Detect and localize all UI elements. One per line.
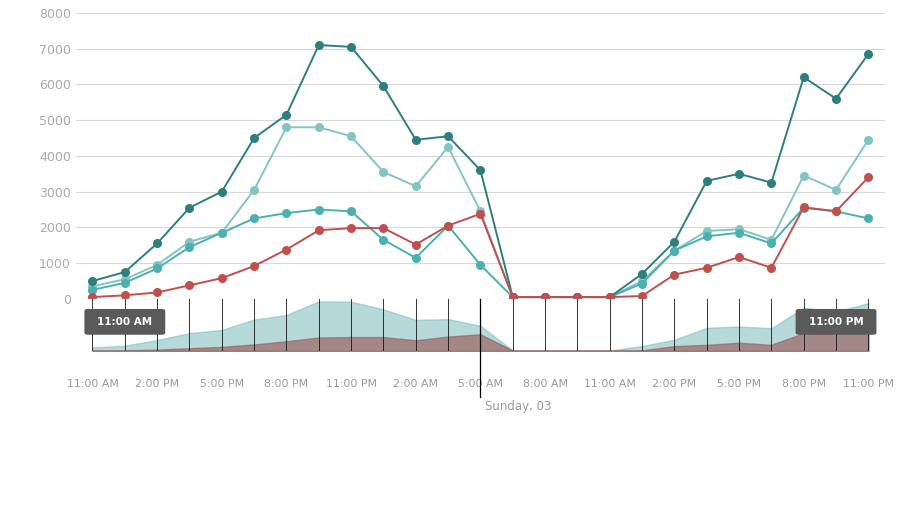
Text: 11:00 AM: 11:00 AM xyxy=(584,379,636,389)
Text: 11:00 AM: 11:00 AM xyxy=(97,317,153,327)
Text: 11:00 PM: 11:00 PM xyxy=(326,379,376,389)
Text: 11:00 AM: 11:00 AM xyxy=(66,379,119,389)
Text: 5:00 AM: 5:00 AM xyxy=(458,379,503,389)
Text: 2:00 PM: 2:00 PM xyxy=(135,379,180,389)
Text: 8:00 AM: 8:00 AM xyxy=(523,379,568,389)
Text: 8:00 PM: 8:00 PM xyxy=(781,379,826,389)
Legend: Total Visitors, Passing Visitors, Engaged Visitors, Returned Visitors: Total Visitors, Passing Visitors, Engage… xyxy=(225,321,735,338)
Text: 2:00 AM: 2:00 AM xyxy=(393,379,438,389)
Text: 2:00 PM: 2:00 PM xyxy=(652,379,697,389)
Text: 5:00 PM: 5:00 PM xyxy=(199,379,244,389)
Text: 11:00 PM: 11:00 PM xyxy=(843,379,894,389)
Text: 11:00 PM: 11:00 PM xyxy=(809,317,863,327)
Text: Sunday, 03: Sunday, 03 xyxy=(485,400,551,413)
Text: 8:00 PM: 8:00 PM xyxy=(264,379,309,389)
Text: 5:00 PM: 5:00 PM xyxy=(717,379,762,389)
